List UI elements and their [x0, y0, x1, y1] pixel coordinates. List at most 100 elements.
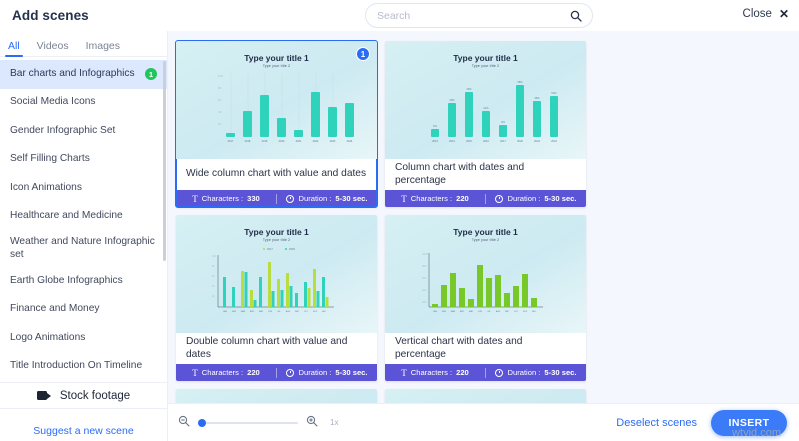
sidebar-item-icon-animations[interactable]: Icon Animations — [0, 174, 167, 203]
svg-text:2021: 2021 — [296, 139, 302, 143]
scene-thumbnail: 5% 30% 45% 21% 9% 68% 36% 52% 2013 2014 2015 20… — [385, 41, 586, 159]
sidebar-item-label: Weather and Nature Infographic set — [10, 236, 155, 260]
duration-label: Duration : — [298, 194, 332, 203]
sidebar-item-label: Social Media Icons — [10, 96, 96, 108]
svg-text:JUN: JUN — [478, 311, 482, 313]
category-list[interactable]: Bar charts and Infographics 1 Social Med… — [0, 57, 167, 381]
page-title: Add scenes — [12, 8, 89, 23]
svg-text:9%: 9% — [501, 120, 505, 124]
sidebar-item-label: Healthcare and Medicine — [10, 210, 123, 222]
characters-value: 220 — [456, 368, 469, 377]
scene-card[interactable]: 100%80%60% 40%20% — [176, 389, 377, 403]
duration-meta: Duration : 5-30 sec. — [486, 194, 586, 203]
svg-text:AUG: AUG — [496, 310, 501, 313]
svg-text:2023: 2023 — [330, 139, 336, 143]
svg-text:52%: 52% — [551, 91, 557, 95]
tab-all[interactable]: All — [5, 40, 23, 57]
svg-text:SEP: SEP — [505, 311, 510, 313]
characters-label: Characters : — [201, 194, 244, 203]
svg-text:68%: 68% — [517, 80, 523, 84]
sidebar-scrollbar[interactable] — [163, 61, 166, 261]
scene-card-meta: T Characters : 220 Duration : 5-30 sec. — [385, 190, 586, 207]
svg-text:MAR: MAR — [241, 310, 246, 313]
svg-text:20: 20 — [218, 122, 222, 126]
svg-text:2020: 2020 — [517, 139, 523, 143]
scene-card-title: Wide column chart with value and dates — [186, 168, 367, 180]
meta-divider — [485, 367, 486, 378]
svg-text:60%: 60% — [422, 278, 427, 280]
svg-text:36%: 36% — [534, 96, 540, 100]
characters-meta: T Characters : 220 — [176, 368, 276, 378]
clock-icon — [495, 368, 504, 377]
zoom-level-value: 1x — [330, 418, 339, 427]
sidebar-item-logo-animations[interactable]: Logo Animations — [0, 324, 167, 353]
scene-card[interactable]: 100 80 60 40 20 2017 2018 — [176, 215, 377, 381]
svg-text:OCT: OCT — [304, 311, 309, 313]
sidebar-item-label: Title Introduction On Timeline — [10, 360, 143, 372]
characters-meta: T Characters : 220 — [385, 194, 485, 204]
svg-text:JUN: JUN — [268, 311, 272, 313]
text-icon: T — [401, 193, 407, 204]
sidebar-item-healthcare-and-medicine[interactable]: Healthcare and Medicine — [0, 203, 167, 232]
svg-text:60: 60 — [212, 276, 215, 278]
svg-text:100: 100 — [212, 256, 217, 258]
bar-chart-preview: 100% 80% 60% 40% 20% — [422, 253, 543, 313]
suggest-new-scene-link[interactable]: Suggest a new scene — [33, 425, 134, 437]
svg-text:2020: 2020 — [279, 139, 285, 143]
sidebar-item-title-introduction[interactable]: Title Introduction On Timeline — [0, 353, 167, 382]
tab-bar: All Videos Images — [0, 31, 167, 57]
scene-grid-area[interactable]: 100 80 60 40 20 — [168, 31, 799, 403]
tab-images[interactable]: Images — [85, 40, 121, 52]
sidebar-item-gender-infographic-set[interactable]: Gender Infographic Set — [0, 117, 167, 146]
bar-chart-preview: 100 80 60 40 20 — [218, 73, 354, 143]
svg-text:JUL: JUL — [487, 311, 491, 313]
svg-text:5%: 5% — [433, 124, 437, 128]
sidebar-item-self-filling-charts[interactable]: Self Filling Charts — [0, 146, 167, 175]
sidebar-item-bar-charts[interactable]: Bar charts and Infographics 1 — [0, 60, 167, 89]
sidebar-item-label: Bar charts and Infographics — [10, 67, 135, 79]
insert-button[interactable]: INSERT — [711, 409, 787, 436]
duration-meta: Duration : 5-30 sec. — [277, 368, 377, 377]
thumbnail-subtitle: Type your title 2 — [262, 64, 291, 68]
zoom-slider-handle[interactable] — [198, 418, 206, 427]
characters-meta: T Characters : 330 — [176, 194, 276, 204]
search-bar[interactable] — [365, 3, 593, 28]
close-icon[interactable]: ✕ — [778, 7, 789, 21]
clock-icon — [495, 194, 504, 203]
deselect-scenes-button[interactable]: Deselect scenes — [616, 416, 697, 429]
zoom-slider[interactable] — [198, 418, 298, 427]
zoom-controls[interactable]: 1x — [178, 414, 338, 432]
svg-text:40: 40 — [218, 110, 222, 114]
tab-videos[interactable]: Videos — [36, 40, 69, 52]
double-bar-chart-preview: 100 80 60 40 20 2017 2018 — [212, 247, 334, 313]
thumbnail-subtitle: Type your title 2 — [471, 64, 500, 68]
scene-grid: 100 80 60 40 20 — [175, 40, 791, 403]
text-icon: T — [401, 367, 407, 378]
sidebar-item-social-media-icons[interactable]: Social Media Icons — [0, 89, 167, 118]
characters-label: Characters : — [201, 368, 244, 377]
characters-label: Characters : — [410, 368, 453, 377]
zoom-out-icon[interactable] — [178, 414, 190, 432]
duration-value: 5-30 sec. — [544, 368, 577, 377]
close-button[interactable]: Close ✕ — [743, 7, 789, 21]
sidebar-item-label: Earth Globe Infographics — [10, 274, 123, 286]
stock-footage-label: Stock footage — [59, 389, 131, 402]
search-icon[interactable] — [570, 9, 582, 27]
sidebar-item-weather-and-nature[interactable]: Weather and Nature Infographic set — [0, 231, 167, 267]
scene-card[interactable]: 100%80%60% 40%20% — [385, 215, 586, 381]
svg-text:AUG: AUG — [286, 310, 291, 313]
sidebar-item-earth-globe-infographics[interactable]: Earth Globe Infographics — [0, 267, 167, 296]
scene-card[interactable]: 100 80 60 40 20 — [175, 40, 378, 208]
svg-text:2018: 2018 — [289, 247, 295, 251]
stock-footage-button[interactable]: Stock footage — [0, 382, 167, 409]
sidebar-item-finance-and-money[interactable]: Finance and Money — [0, 296, 167, 325]
svg-text:20: 20 — [212, 296, 215, 298]
scene-card[interactable]: 5% 30% 45% 21% 9% 68% 36% 52% 2013 2014 2015 20… — [385, 41, 586, 207]
sidebar-item-label: Icon Animations — [10, 181, 82, 193]
meta-divider — [276, 367, 277, 378]
scene-thumbnail: 100 80 60 40 20 2017 2018 — [176, 215, 377, 333]
zoom-in-icon[interactable] — [306, 414, 318, 432]
search-input[interactable] — [377, 5, 557, 26]
svg-text:APR: APR — [250, 310, 255, 313]
